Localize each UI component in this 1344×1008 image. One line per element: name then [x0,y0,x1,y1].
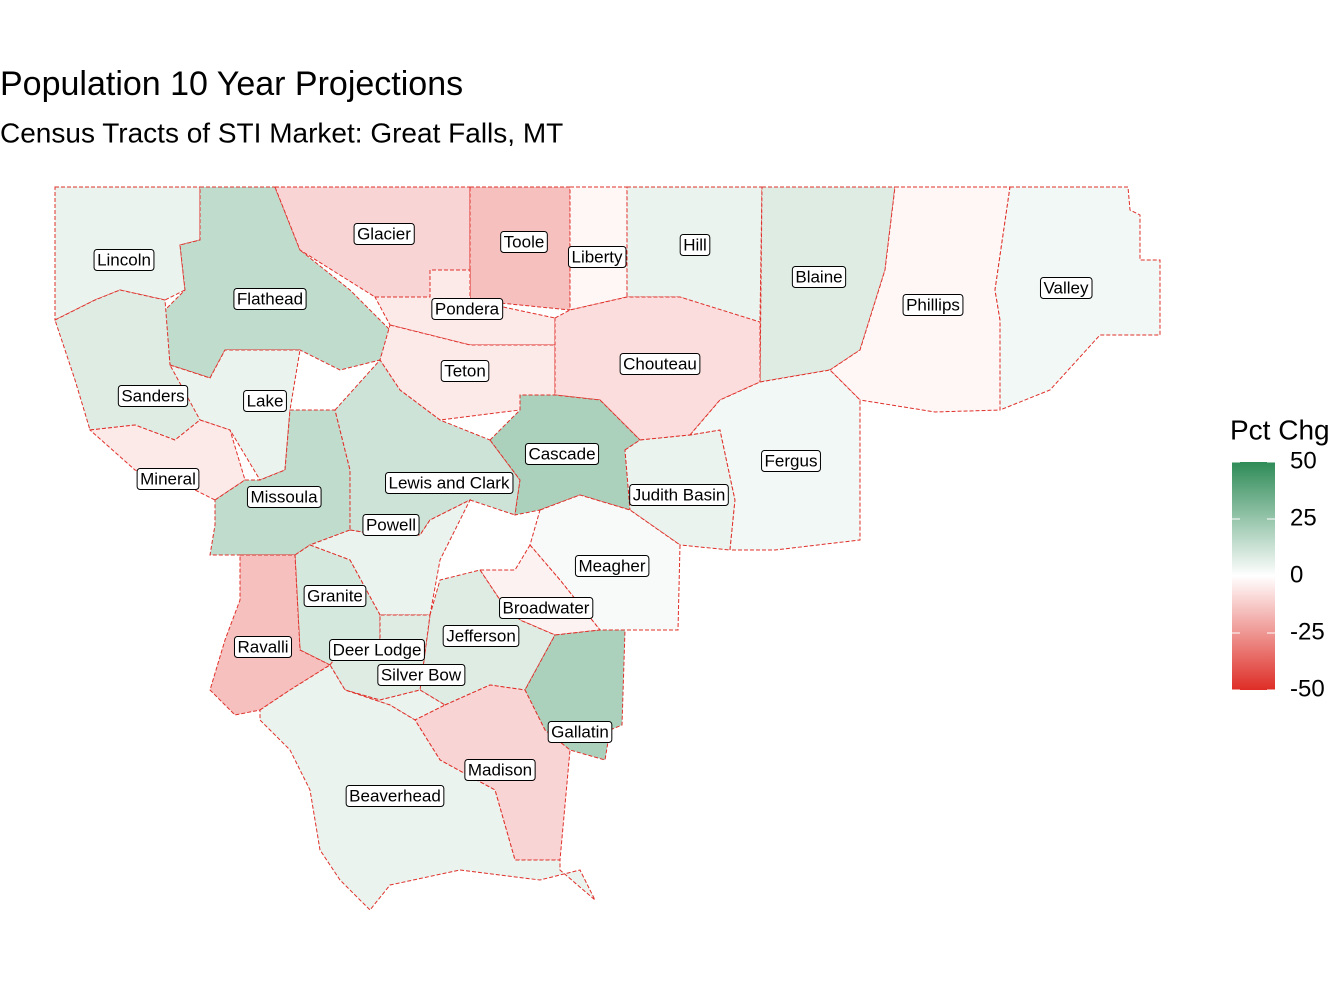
county-label-box [377,663,466,686]
county-label-box [679,233,711,256]
county-label: Meagher [578,556,645,575]
county-label: Granite [307,586,363,605]
county-label-box [233,635,293,658]
county-label-box [362,513,420,536]
legend-tick-label: 25 [1290,504,1317,531]
county-region [88,419,246,501]
county-label: Powell [366,515,416,534]
county-label: Chouteau [623,354,697,373]
regions [54,186,1161,911]
county-label: Valley [1043,278,1089,297]
county-label: Broadwater [503,598,590,617]
county-label: Teton [444,361,486,380]
county-label-box [761,449,821,472]
county-label: Pondera [435,299,500,318]
county-label-box [524,442,600,465]
county-label: Fergus [765,451,818,470]
county-region [164,186,391,379]
title: Population 10 Year Projections [0,65,463,103]
county-region [209,409,351,556]
county-label: Madison [468,760,532,779]
county-label: Gallatin [551,722,609,741]
county-label: Mineral [140,469,196,488]
legend-tick-label: -50 [1290,675,1325,702]
legend-tick-label: 50 [1290,447,1317,474]
county-label-box [353,222,415,245]
legend-tick-label: 0 [1290,561,1303,588]
county-label: Liberty [571,247,623,266]
county-label-box [464,758,536,781]
county-label: Judith Basin [633,485,726,504]
county-label: Flathead [237,289,303,308]
county-label-box [117,384,189,407]
county-label: Lewis and Clark [389,473,510,492]
county-label-box [385,471,514,494]
county-label-box [93,248,155,271]
county-label: Hill [683,235,707,254]
county-label: Glacier [357,224,411,243]
legend-title: Pct Chg [1230,414,1330,445]
county-label: Jefferson [446,626,516,645]
county-label: Phillips [906,295,960,314]
county-label-box [442,624,520,647]
county-label-box [440,359,490,382]
county-label-box [136,467,200,490]
county-label-box [246,485,322,508]
county-label-box [791,265,847,288]
subtitle: Census Tracts of STI Market: Great Falls… [0,117,563,148]
county-label-box [431,297,504,320]
county-label-box [500,230,548,253]
county-label-box [567,245,627,268]
county-label-box [1039,276,1093,299]
county-label: Sanders [121,386,184,405]
county-label-box [233,287,307,310]
county-region [168,349,301,481]
county-label: Beaverhead [349,786,441,805]
county-label: Deer Lodge [333,640,422,659]
county-label: Lincoln [97,250,151,269]
county-label-box [574,554,650,577]
county-label-box [243,389,287,412]
county-label: Missoula [250,487,318,506]
county-label-box [329,638,425,661]
legend-tick-label: -25 [1290,618,1325,645]
county-label: Cascade [528,444,595,463]
county-label: Silver Bow [381,665,462,684]
county-label-box [619,352,701,375]
county-label-box [499,596,594,619]
labels: Lincoln Flathead Glacier Toole Liberty Hill Bl… [93,222,1093,807]
county-label-box [902,293,964,316]
county-label-box [629,483,729,506]
county-label-box [547,720,613,743]
county-label: Ravalli [237,637,288,656]
county-label: Blaine [795,267,842,286]
county-label: Lake [247,391,284,410]
county-label: Toole [504,232,545,251]
county-label-box [303,584,367,607]
county-label-box [345,784,445,807]
legend: 50 25 0 -25 -50 [1232,447,1325,702]
